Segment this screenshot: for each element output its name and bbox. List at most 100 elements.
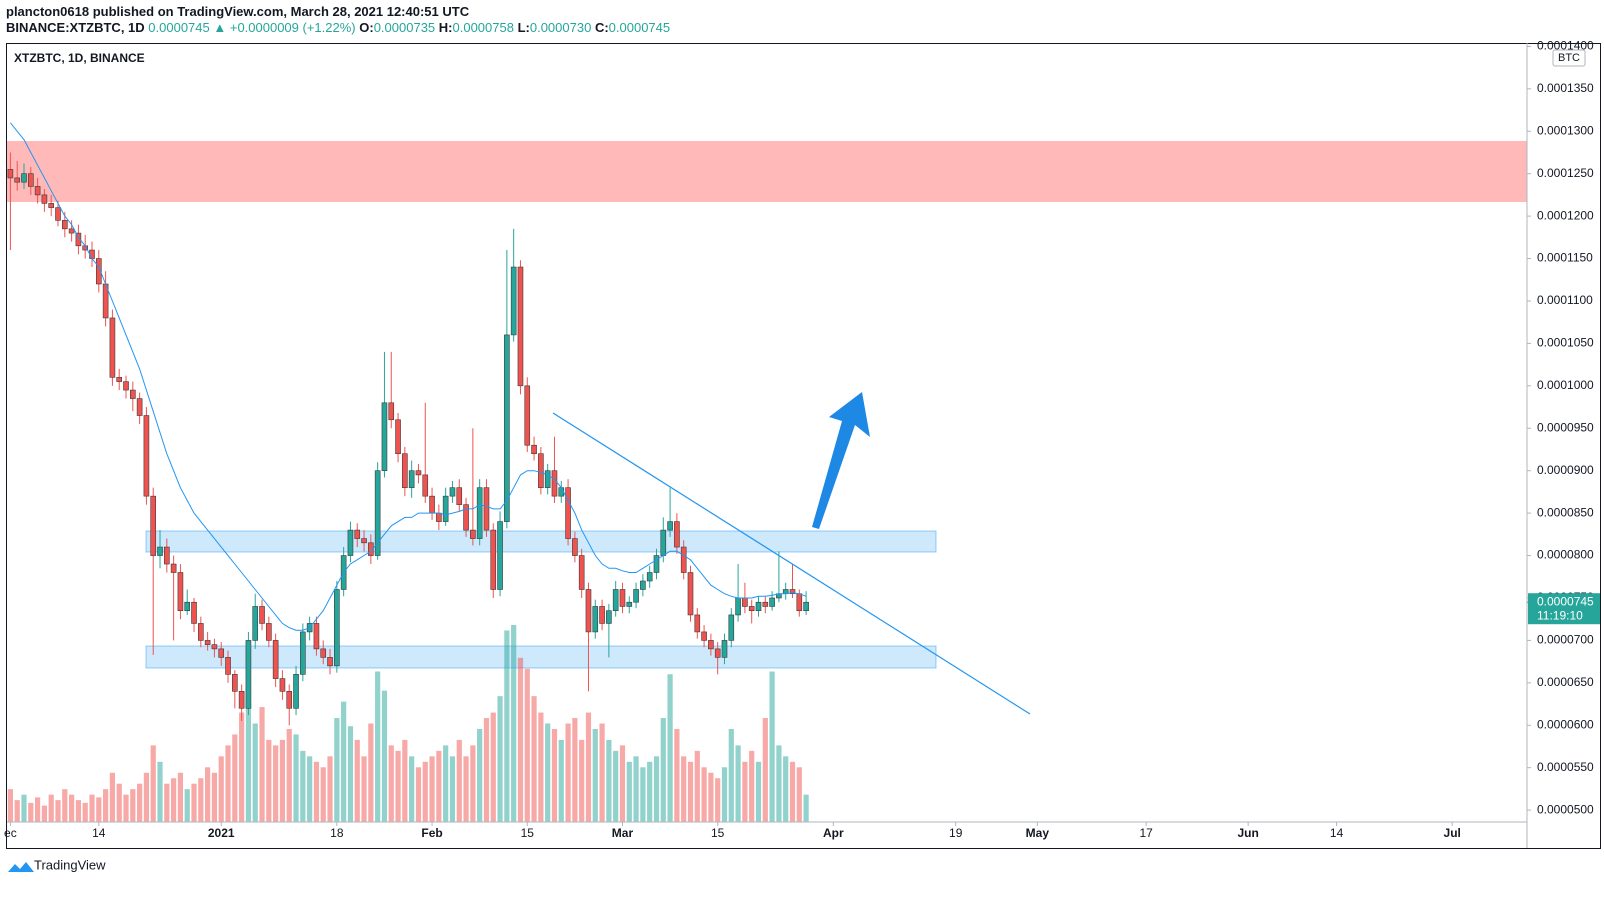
volume-bar bbox=[35, 797, 41, 822]
volume-bar bbox=[660, 718, 666, 822]
volume-bar bbox=[776, 745, 782, 822]
candle-body bbox=[531, 444, 537, 455]
volume-bar bbox=[232, 734, 238, 822]
candle-body bbox=[572, 538, 578, 556]
y-tick-label: 0.0001350 bbox=[1537, 81, 1594, 95]
candle-body bbox=[388, 402, 395, 421]
candle-body bbox=[701, 631, 707, 641]
volume-bar bbox=[511, 625, 517, 822]
price-tag-countdown: 11:19:10 bbox=[1537, 608, 1583, 622]
volume-bar bbox=[769, 671, 775, 822]
candle-body bbox=[490, 529, 497, 590]
x-tick-label: Feb bbox=[421, 826, 442, 840]
candle-body bbox=[646, 572, 653, 582]
candle-body bbox=[334, 589, 340, 667]
volume-bar bbox=[667, 674, 673, 822]
volume-bar bbox=[75, 800, 82, 822]
candle-body bbox=[470, 529, 476, 539]
volume-bar bbox=[443, 745, 449, 822]
volume-bar bbox=[96, 797, 102, 822]
plot bbox=[7, 122, 809, 822]
candle-body bbox=[96, 258, 102, 285]
volume-bar bbox=[755, 761, 762, 822]
candle-body bbox=[755, 601, 762, 612]
x-tick-label: 14 bbox=[92, 826, 106, 840]
candle-body bbox=[619, 589, 626, 607]
candle-body bbox=[762, 601, 769, 607]
volume-bar bbox=[436, 750, 442, 822]
candle-body bbox=[34, 186, 41, 196]
volume-bar bbox=[524, 668, 530, 822]
volume-bar bbox=[531, 696, 537, 822]
volume-bar bbox=[286, 728, 292, 822]
volume-bar bbox=[150, 745, 156, 822]
candle-body bbox=[748, 606, 755, 612]
y-tick-label: 0.0001300 bbox=[1537, 123, 1594, 137]
y-tick-label: 0.0000650 bbox=[1537, 675, 1594, 689]
candle-body bbox=[300, 631, 306, 675]
volume-bar bbox=[381, 690, 388, 822]
candle-body bbox=[368, 542, 374, 556]
volume-bar bbox=[402, 739, 408, 822]
volume-bar bbox=[327, 756, 333, 822]
candle-body bbox=[347, 529, 354, 556]
volume-bar bbox=[749, 750, 755, 822]
candle-body bbox=[116, 377, 123, 382]
candle-body bbox=[592, 606, 599, 633]
symbol: BINANCE:XTZBTC, 1D bbox=[6, 20, 145, 35]
candle-body bbox=[41, 194, 48, 204]
candle-body bbox=[714, 648, 721, 658]
volume-bar bbox=[477, 728, 483, 822]
x-tick-label: ec bbox=[4, 826, 17, 840]
volume-bar bbox=[89, 794, 95, 822]
high-value: 0.0000758 bbox=[452, 20, 514, 35]
frame bbox=[6, 43, 1601, 849]
y-tick-label: 0.0001400 bbox=[1537, 39, 1594, 53]
volume-bar bbox=[653, 756, 660, 822]
drawings bbox=[552, 392, 1031, 715]
candle-body bbox=[599, 606, 605, 624]
volume-bar bbox=[619, 745, 626, 822]
volume-bar bbox=[388, 745, 394, 822]
candle-body bbox=[612, 589, 619, 612]
volume-bar bbox=[640, 767, 646, 822]
volume-bar bbox=[341, 701, 347, 822]
x-tick-label: 15 bbox=[521, 826, 535, 840]
y-tick-label: 0.0001250 bbox=[1537, 166, 1594, 180]
candle-body bbox=[402, 453, 408, 488]
volume-bar bbox=[708, 772, 714, 822]
candle-body bbox=[75, 232, 82, 247]
candle-body bbox=[497, 521, 503, 590]
volume-bar bbox=[687, 761, 694, 822]
open-value: 0.0000735 bbox=[373, 20, 436, 35]
volume-bar bbox=[490, 712, 496, 822]
x-tick-label: 18 bbox=[330, 826, 344, 840]
volume-bar bbox=[7, 789, 14, 822]
candle-body bbox=[7, 169, 14, 179]
price-tag bbox=[1528, 593, 1600, 625]
candle-body bbox=[694, 614, 701, 633]
candle-body bbox=[266, 623, 272, 641]
x-tick-label: May bbox=[1026, 826, 1050, 840]
y-tick-label: 0.0000800 bbox=[1537, 548, 1594, 562]
volume-bar bbox=[585, 712, 592, 822]
volume-bar bbox=[259, 707, 265, 822]
candle-body bbox=[538, 453, 544, 488]
candle-body bbox=[28, 173, 34, 187]
candle-body bbox=[442, 495, 449, 522]
candle-body bbox=[551, 470, 558, 497]
candle-body bbox=[803, 601, 809, 612]
candle-body bbox=[225, 657, 231, 675]
candle-body bbox=[204, 640, 211, 645]
header: plancton0618 published on TradingView.co… bbox=[6, 4, 670, 36]
volume-bar bbox=[62, 789, 68, 822]
candle-body bbox=[136, 398, 143, 416]
y-tick-label: 0.0000600 bbox=[1537, 717, 1594, 731]
volume-bar bbox=[579, 739, 585, 822]
volume-bar bbox=[184, 789, 190, 822]
volume-bar bbox=[742, 761, 748, 822]
byline-text: plancton0618 published on TradingView.co… bbox=[6, 4, 470, 19]
candle-body bbox=[721, 640, 728, 658]
change: ▲ +0.0000009 (+1.22%) bbox=[213, 20, 356, 35]
volume-bar bbox=[422, 761, 428, 822]
